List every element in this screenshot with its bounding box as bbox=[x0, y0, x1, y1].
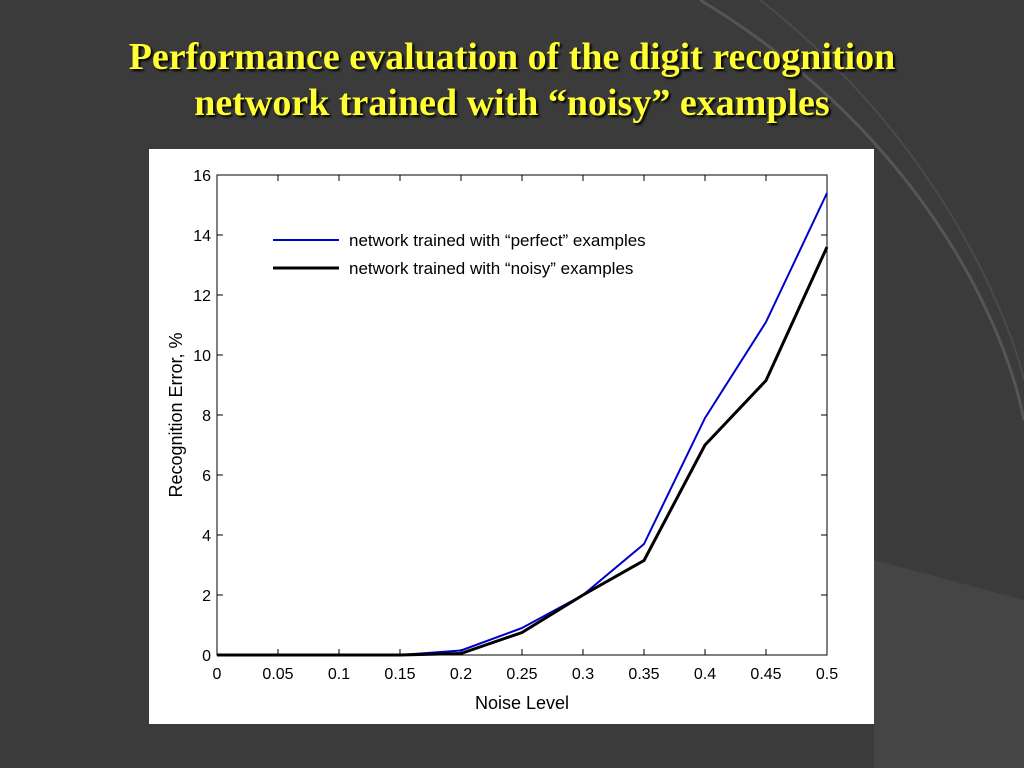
y-tick-label: 8 bbox=[202, 408, 211, 425]
x-tick-label: 0 bbox=[213, 666, 222, 683]
x-tick-label: 0.4 bbox=[694, 666, 716, 683]
x-tick-label: 0.15 bbox=[384, 666, 415, 683]
legend-label-2: network trained with “noisy” examples bbox=[349, 259, 633, 278]
chart-lines bbox=[217, 192, 829, 657]
series-line-2 bbox=[217, 246, 829, 657]
y-tick-label: 6 bbox=[202, 468, 211, 485]
x-tick-label: 0.05 bbox=[262, 666, 293, 683]
x-tick-label: 0.25 bbox=[506, 666, 537, 683]
x-tick-label: 0.35 bbox=[628, 666, 659, 683]
x-tick-label: 0.45 bbox=[750, 666, 781, 683]
y-tick-label: 10 bbox=[193, 348, 211, 365]
legend-label-1: network trained with “perfect” examples bbox=[349, 231, 646, 250]
x-tick-label: 0.5 bbox=[816, 666, 838, 683]
slide-title: Performance evaluation of the digit reco… bbox=[0, 34, 1024, 126]
y-tick-label: 14 bbox=[193, 228, 211, 245]
slide-title-line-1: Performance evaluation of the digit reco… bbox=[128, 36, 896, 78]
y-tick-label: 12 bbox=[193, 288, 211, 305]
slide-title-line-2: network trained with “noisy” examples bbox=[194, 82, 830, 124]
y-tick-label: 16 bbox=[193, 168, 211, 185]
x-tick-label: 0.3 bbox=[572, 666, 594, 683]
y-tick-label: 2 bbox=[202, 588, 211, 605]
x-tick-label: 0.2 bbox=[450, 666, 472, 683]
chart-ticks: 0 0.05 0.1 0.15 0.2 0.25 0.3 0.35 0.4 0.45 0.5 0 2 4 6… bbox=[193, 168, 838, 683]
y-tick-label: 0 bbox=[202, 648, 211, 665]
chart-figure: 0 0.05 0.1 0.15 0.2 0.25 0.3 0.35 0.4 0.45 0.5 0 2 4 6… bbox=[149, 149, 874, 724]
chart-legend: network trained with “perfect” examples n… bbox=[273, 231, 646, 278]
y-tick-label: 4 bbox=[202, 528, 211, 545]
line-chart: 0 0.05 0.1 0.15 0.2 0.25 0.3 0.35 0.4 0.45 0.5 0 2 4 6… bbox=[166, 168, 838, 713]
y-axis-label: Recognition Error, % bbox=[166, 332, 186, 497]
x-tick-label: 0.1 bbox=[328, 666, 350, 683]
x-axis-label: Noise Level bbox=[475, 693, 569, 713]
